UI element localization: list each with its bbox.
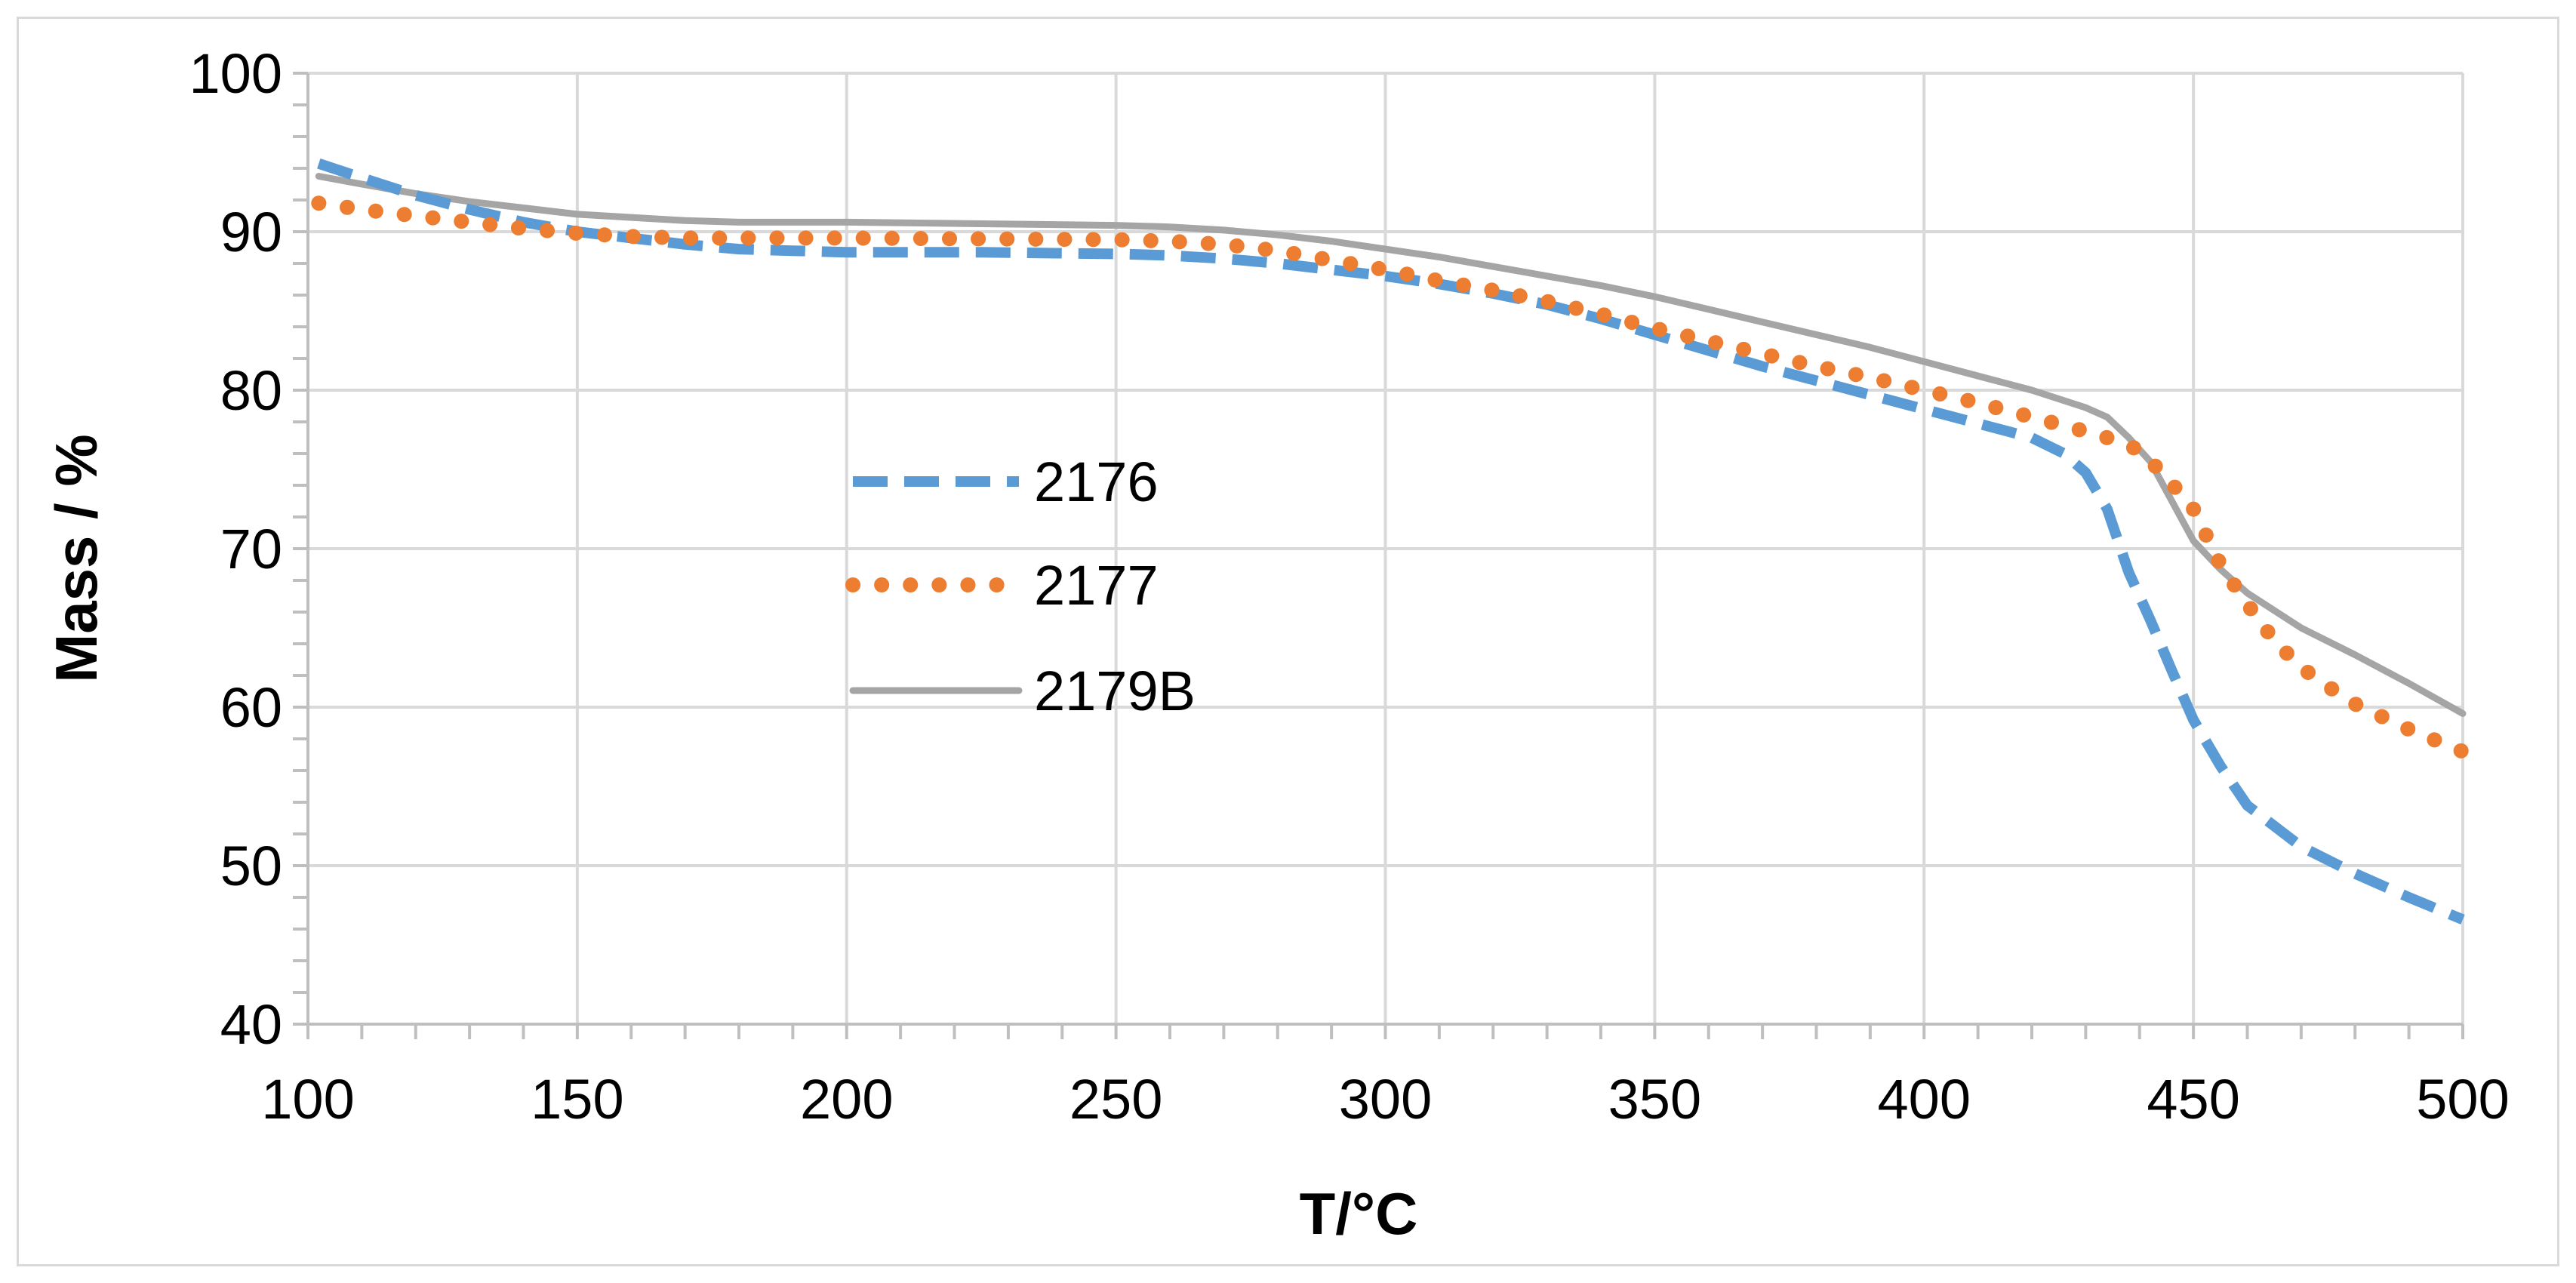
tick-labels: 40 50 60 70 80 90 100 100 150 200 250 300 350 400 450 5… (189, 42, 2510, 1131)
x-tick-label: 100 (261, 1068, 354, 1131)
legend-label-2176: 2176 (1034, 451, 1159, 513)
x-tick-label: 300 (1339, 1068, 1432, 1131)
x-tick-label: 400 (1878, 1068, 1971, 1131)
axes (293, 72, 2464, 1039)
x-tick-label: 450 (2147, 1068, 2239, 1131)
legend-label-2179B: 2179B (1034, 660, 1196, 722)
chart-frame (17, 17, 2559, 1266)
series-line-2177 (311, 195, 2470, 759)
y-tick-label: 90 (220, 201, 282, 263)
x-tick-label: 200 (800, 1068, 893, 1131)
series-line-2179B (315, 173, 2467, 717)
y-axis-title: Mass / % (43, 434, 109, 682)
x-axis-title: T/°C (1300, 1180, 1418, 1247)
y-tick-label: 60 (220, 676, 282, 739)
y-tick-label: 40 (220, 993, 282, 1056)
x-tick-label: 350 (1608, 1068, 1701, 1131)
y-tick-label: 50 (220, 835, 282, 897)
x-tick-label: 500 (2416, 1068, 2509, 1131)
grid-lines (308, 72, 2464, 1024)
y-tick-label: 100 (189, 42, 282, 105)
legend: 2176 2177 2179B (845, 451, 1196, 722)
y-tick-label: 70 (220, 518, 282, 580)
x-tick-label: 150 (531, 1068, 623, 1131)
legend-label-2177: 2177 (1034, 554, 1159, 617)
x-tick-label: 250 (1069, 1068, 1162, 1131)
y-tick-label: 80 (220, 359, 282, 422)
series-line-2176 (317, 158, 2465, 925)
series-lines (311, 158, 2470, 925)
